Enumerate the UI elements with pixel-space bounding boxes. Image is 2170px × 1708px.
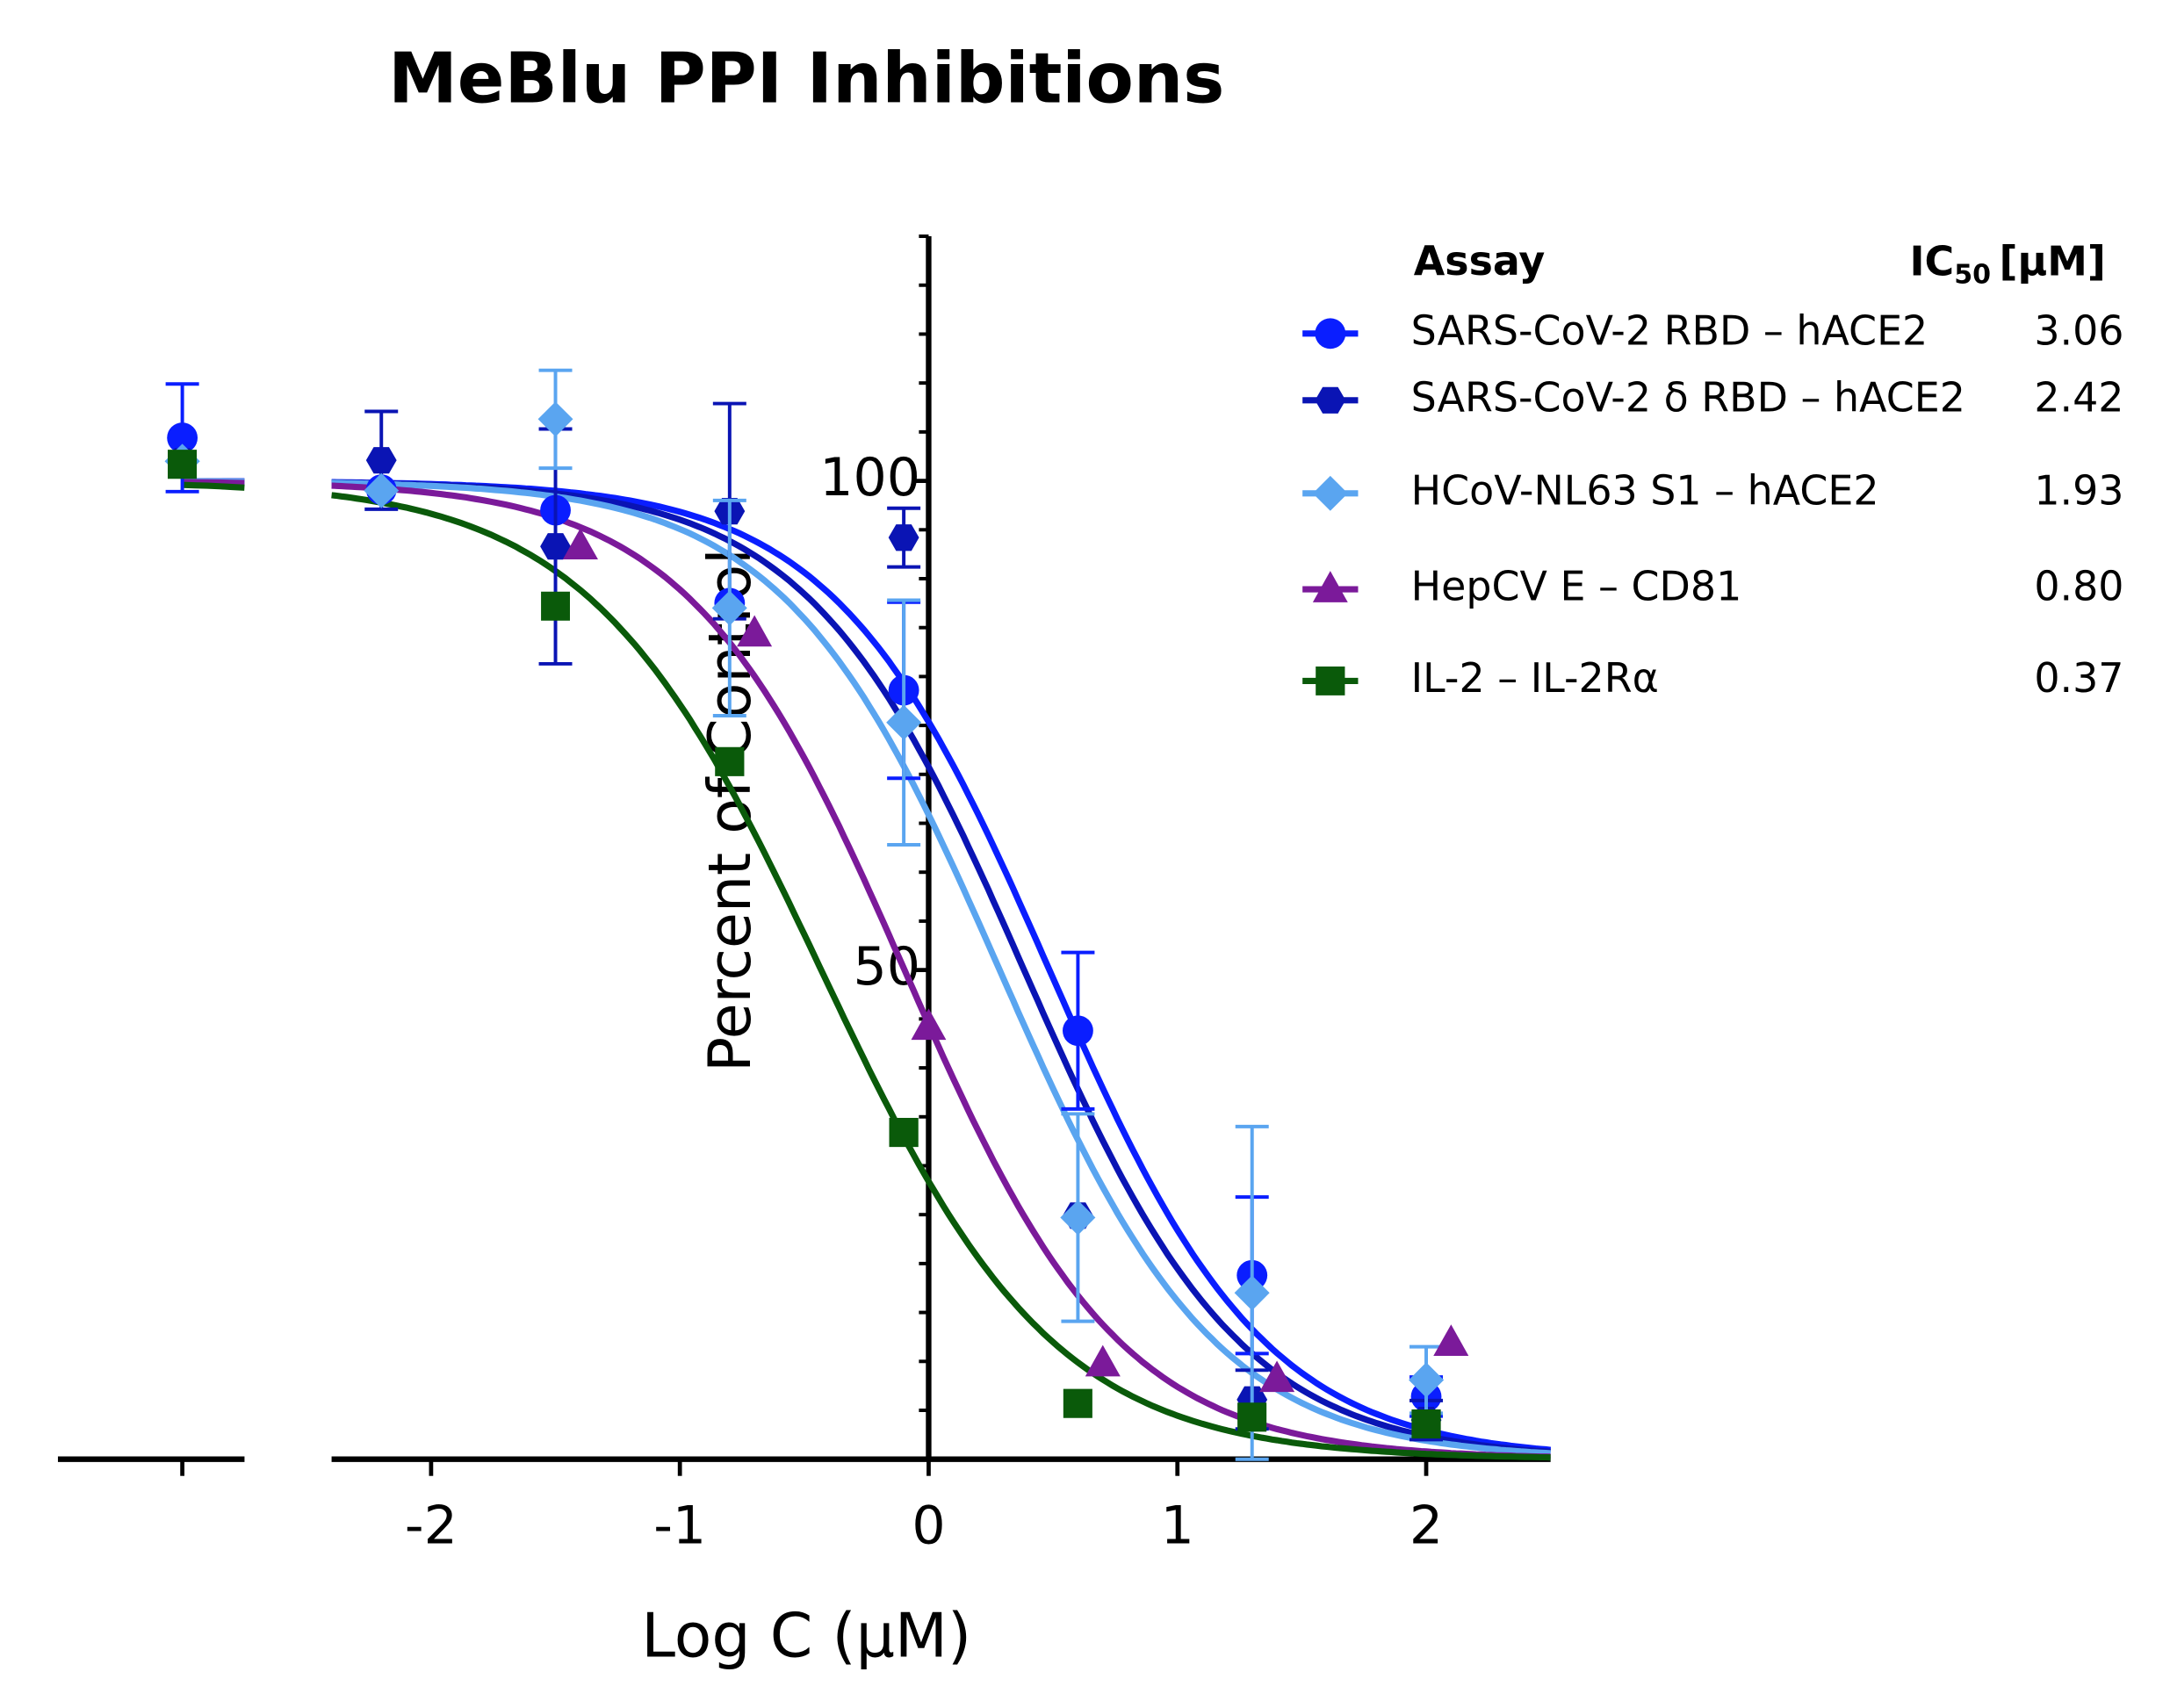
legend-marker: [1315, 318, 1346, 350]
legend-header-assay: Assay: [1414, 237, 1546, 285]
data-point: [886, 704, 922, 740]
data-point: [711, 590, 747, 626]
data-point: [1237, 1402, 1267, 1432]
legend-ic50: 1.93: [2034, 466, 2123, 514]
data-point: [1259, 1360, 1295, 1393]
x-tick-label: 1: [1161, 1495, 1194, 1556]
data-point: [1063, 1015, 1093, 1047]
x-tick-label: -1: [653, 1495, 706, 1556]
legend-marker: [1315, 386, 1346, 414]
data-point: [889, 1118, 919, 1148]
legend-marker: [1312, 475, 1348, 511]
legend-label: SARS-CoV-2 δ RBD – hACE2: [1411, 373, 1965, 421]
legend-ic50: 3.06: [2034, 306, 2123, 354]
data-point: [540, 533, 571, 560]
data-point: [1433, 1324, 1469, 1356]
data-point: [737, 615, 773, 647]
ic50-main: IC: [1909, 237, 1954, 285]
ic50-unit: [µM]: [2000, 237, 2106, 285]
data-point: [167, 450, 198, 479]
x-axis-label: Log C (µM): [641, 1600, 971, 1671]
data-point: [1409, 1362, 1445, 1398]
data-point: [541, 591, 570, 621]
data-point: [537, 401, 573, 437]
data-point: [1063, 1388, 1092, 1418]
data-point: [888, 524, 919, 551]
legend-label: SARS-CoV-2 RBD – hACE2: [1411, 306, 1928, 354]
legend-header-ic50: IC50 [µM]: [1909, 237, 2105, 290]
legend-marker: [1316, 667, 1345, 695]
ic50-subscript: 50: [1954, 259, 1991, 290]
legend-label: IL-2 – IL-2Rα: [1411, 654, 1659, 702]
y-tick-label: 100: [819, 447, 920, 508]
data-point: [715, 746, 745, 776]
x-tick-label: 0: [912, 1495, 945, 1556]
legend-marker: [1312, 571, 1348, 602]
x-tick-label: 2: [1409, 1495, 1443, 1556]
chart-title: MeBlu PPI Inhibitions: [388, 38, 1224, 119]
data-point: [562, 528, 598, 559]
data-point: [364, 472, 400, 508]
data-point: [365, 447, 397, 474]
data-point: [1085, 1344, 1121, 1377]
data-point: [167, 422, 198, 453]
legend-label: HCoV-NL63 S1 – hACE2: [1411, 466, 1879, 514]
legend-ic50: 2.42: [2034, 373, 2123, 421]
legend-label: HepCV E – CD81: [1411, 563, 1742, 610]
x-tick-label: -2: [405, 1495, 458, 1556]
data-point: [911, 1008, 947, 1041]
data-point: [1234, 1275, 1270, 1311]
data-point: [1411, 1409, 1441, 1439]
data-point: [1060, 1200, 1096, 1236]
legend-ic50: 0.80: [2034, 563, 2123, 610]
legend-ic50: 0.37: [2034, 654, 2123, 702]
fit-curve: [182, 481, 1551, 1461]
